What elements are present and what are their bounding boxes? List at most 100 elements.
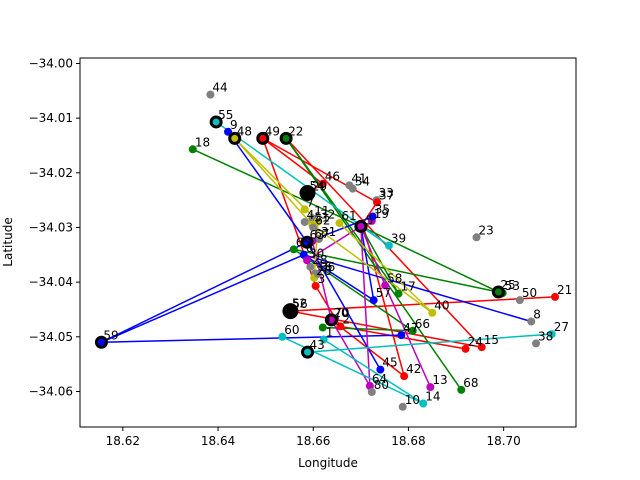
x-tick-label-1: 18.64 <box>201 434 235 448</box>
point-label-8: 8 <box>533 307 541 321</box>
point-2 <box>336 322 345 331</box>
x-axis-ticks: 18.62 18.64 18.66 18.68 18.70 <box>106 427 521 448</box>
point-label-15: 15 <box>484 333 499 347</box>
point-label-4: 4 <box>307 208 315 222</box>
point-3 <box>311 281 320 290</box>
y-tick-label-1: −34.01 <box>29 111 73 125</box>
point-36 <box>314 269 323 278</box>
point-50 <box>515 296 524 305</box>
point-label-59: 59 <box>103 328 118 342</box>
y-tick-label-4: −34.04 <box>29 275 73 289</box>
y-tick-label-5: −34.05 <box>29 330 73 344</box>
point-10 <box>398 402 407 411</box>
point-label-1: 1 <box>326 326 334 340</box>
point-label-13: 13 <box>432 373 447 387</box>
point-label-2: 2 <box>342 312 350 326</box>
point-label-14: 14 <box>425 389 440 403</box>
x-tick-label-2: 18.66 <box>296 434 330 448</box>
hub-ring-8 <box>282 303 299 320</box>
hub-ring-4 <box>299 185 316 202</box>
route-line-9 <box>293 248 499 293</box>
point-46 <box>318 179 327 188</box>
x-axis-label: Longitude <box>298 456 358 470</box>
plot-frame <box>79 57 577 428</box>
point-label-24: 24 <box>468 335 483 349</box>
point-label-29: 29 <box>312 180 327 194</box>
point-label-20: 20 <box>333 306 348 320</box>
x-tick-label-3: 18.68 <box>391 434 425 448</box>
point-label-66: 66 <box>415 317 430 331</box>
y-axis-label: Latitude <box>1 217 15 266</box>
point-label-9: 9 <box>230 118 238 132</box>
point-label-6: 6 <box>306 241 314 255</box>
point-label-31: 31 <box>321 225 336 239</box>
point-label-23: 23 <box>479 223 494 237</box>
x-tick-label-0: 18.62 <box>106 434 140 448</box>
point-label-5: 5 <box>366 213 374 227</box>
point-label-34: 34 <box>355 175 370 189</box>
point-42 <box>400 372 409 381</box>
point-label-7: 7 <box>307 195 315 209</box>
point-label-65: 65 <box>296 235 311 249</box>
point-label-51: 51 <box>314 211 329 225</box>
point-7 <box>300 205 309 214</box>
y-tick-label-2: −34.02 <box>29 166 73 180</box>
point-31 <box>314 234 323 243</box>
point-14 <box>419 399 428 408</box>
point-label-25: 25 <box>500 278 515 292</box>
point-label-37: 37 <box>379 188 394 202</box>
point-label-47: 47 <box>403 321 418 335</box>
point-label-48: 48 <box>237 124 252 138</box>
point-80 <box>367 388 376 397</box>
point-39 <box>384 241 393 250</box>
point-label-80: 80 <box>374 378 389 392</box>
point-27 <box>547 330 556 339</box>
point-label-27: 27 <box>554 320 569 334</box>
point-label-26: 26 <box>316 264 331 278</box>
point-57 <box>369 296 378 305</box>
point-label-39: 39 <box>391 232 406 246</box>
point-label-40: 40 <box>434 299 449 313</box>
y-tick-label-6: −34.06 <box>29 384 73 398</box>
point-35 <box>368 212 377 221</box>
point-64 <box>365 382 374 390</box>
hub-core-11 <box>97 338 105 346</box>
point-label-22: 22 <box>288 124 303 138</box>
hub-core-9 <box>327 316 335 324</box>
route-line-8 <box>285 137 462 391</box>
y-tick-label-0: −34.00 <box>29 56 73 70</box>
y-tick-label-3: −34.03 <box>29 220 73 234</box>
point-label-44: 44 <box>212 81 227 95</box>
hub-core-7 <box>494 288 502 296</box>
point-68 <box>457 385 466 394</box>
point-label-53: 53 <box>505 279 520 293</box>
point-58 <box>381 281 390 290</box>
point-23 <box>472 233 481 242</box>
point-62 <box>309 223 318 232</box>
point-label-68: 68 <box>463 376 478 390</box>
point-label-19: 19 <box>374 207 389 221</box>
point-65 <box>289 245 298 254</box>
point-17 <box>394 289 403 298</box>
point-label-28: 28 <box>312 253 327 267</box>
x-tick-label-4: 18.70 <box>486 434 520 448</box>
point-label-70: 70 <box>334 306 349 320</box>
point-label-38: 38 <box>538 329 553 343</box>
point-13 <box>426 383 435 392</box>
point-45 <box>376 365 385 374</box>
point-label-55: 55 <box>218 108 233 122</box>
point-9 <box>224 127 233 136</box>
point-label-56: 56 <box>292 297 307 311</box>
point-37 <box>373 198 382 207</box>
point-label-41: 41 <box>351 171 366 185</box>
point-label-49: 49 <box>265 124 280 138</box>
route-line-13 <box>101 334 402 344</box>
point-label-10: 10 <box>405 393 420 407</box>
point-60 <box>278 332 287 341</box>
point-label-16: 16 <box>317 259 332 273</box>
point-label-30: 30 <box>309 246 324 260</box>
point-38 <box>532 339 541 348</box>
hub-core-10 <box>304 348 312 356</box>
